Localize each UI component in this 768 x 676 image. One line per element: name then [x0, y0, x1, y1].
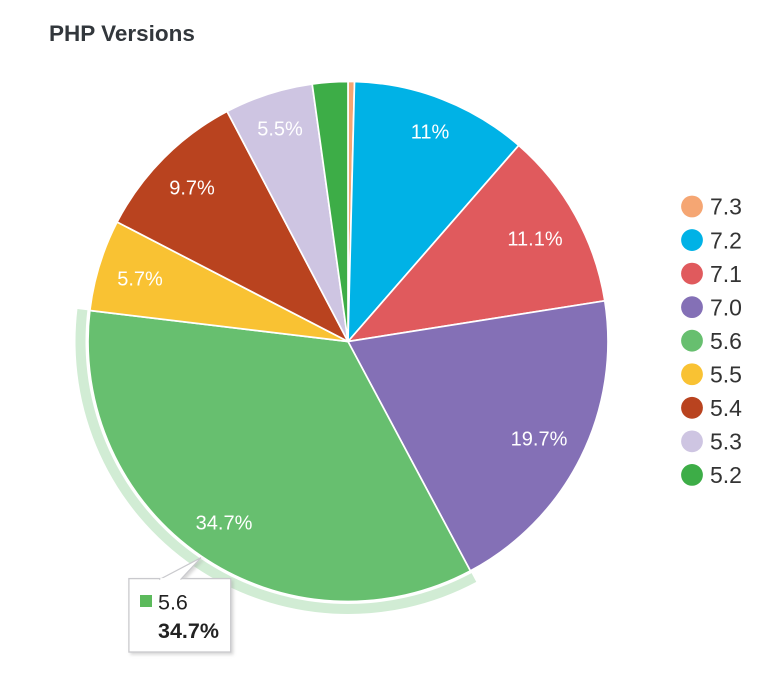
svg-text:5.4: 5.4 — [710, 395, 742, 421]
svg-text:11%: 11% — [411, 121, 450, 143]
svg-text:5.5: 5.5 — [710, 361, 742, 387]
svg-text:7.0: 7.0 — [710, 294, 742, 320]
svg-text:7.3: 7.3 — [710, 194, 742, 220]
svg-text:PHP Versions: PHP Versions — [49, 21, 195, 46]
svg-text:11.1%: 11.1% — [507, 228, 562, 250]
svg-text:5.6: 5.6 — [158, 590, 188, 614]
svg-text:5.5%: 5.5% — [257, 118, 303, 140]
svg-text:5.7%: 5.7% — [117, 268, 163, 290]
svg-text:5.6: 5.6 — [710, 328, 742, 354]
svg-text:34.7%: 34.7% — [196, 512, 253, 534]
svg-text:7.1: 7.1 — [710, 261, 742, 287]
svg-text:5.2: 5.2 — [710, 462, 742, 488]
svg-text:5.3: 5.3 — [710, 429, 742, 455]
svg-text:9.7%: 9.7% — [169, 177, 215, 199]
svg-text:34.7%: 34.7% — [158, 619, 219, 643]
svg-text:7.2: 7.2 — [710, 227, 742, 253]
svg-text:19.7%: 19.7% — [511, 428, 568, 450]
